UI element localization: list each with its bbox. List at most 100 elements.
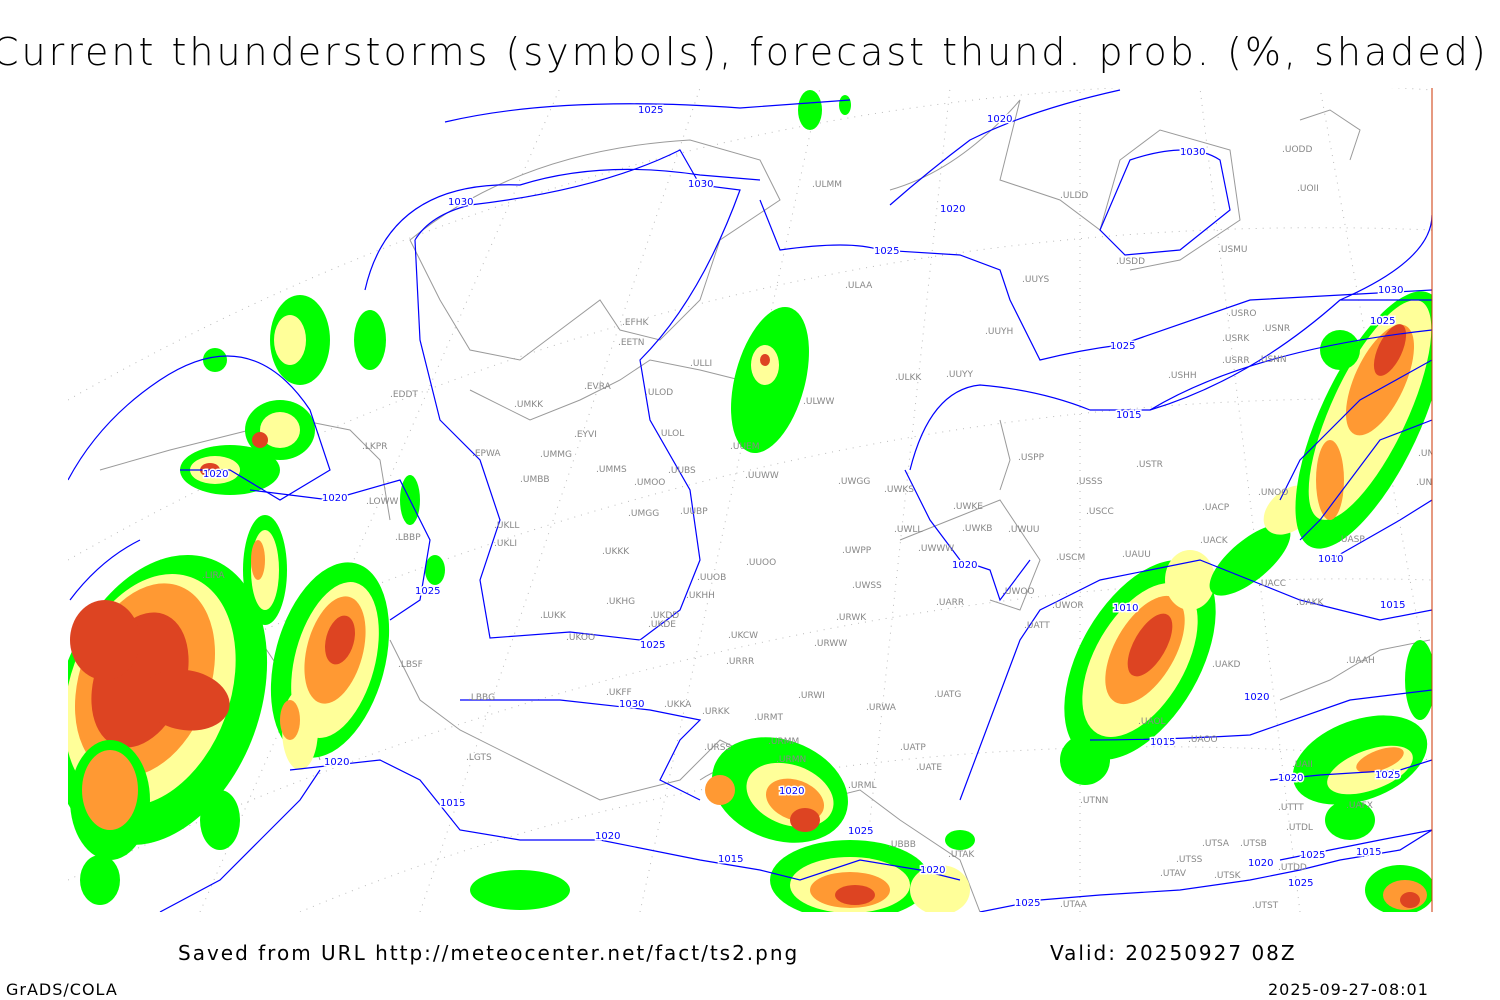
probability-area xyxy=(1060,735,1110,785)
station-label: .UMMG xyxy=(540,450,572,460)
isobar-label: 1030 xyxy=(688,179,713,190)
isobar-label: 1015 xyxy=(1150,737,1175,748)
station-label: .UMBB xyxy=(520,475,550,485)
station-label: .UUYS xyxy=(1022,275,1050,285)
station-label: .EYVI xyxy=(574,430,597,440)
station-label: .USDD xyxy=(1116,257,1145,267)
probability-area xyxy=(1209,524,1291,596)
probability-area xyxy=(274,315,306,365)
station-label: .USHH xyxy=(1168,371,1197,381)
isobar-label: 1020 xyxy=(987,114,1012,125)
station-label: .UUEM xyxy=(730,442,760,452)
station-label: .UMMS xyxy=(596,465,627,475)
station-label: .UTTT xyxy=(1278,803,1304,813)
station-label: .UATG xyxy=(934,690,961,700)
station-label: .UTDD xyxy=(1278,863,1307,873)
station-label: .ULAA xyxy=(845,281,873,291)
station-label: .UMOO xyxy=(634,478,665,488)
station-label: .UATT xyxy=(1024,621,1050,631)
station-label: .LBBP xyxy=(395,533,421,543)
station-label: .LOWW xyxy=(366,497,399,507)
isobar-label: 1020 xyxy=(940,204,965,215)
station-label: .URWK xyxy=(836,613,867,623)
isobar-label: 1020 xyxy=(324,757,349,768)
probability-area xyxy=(70,600,140,680)
probability-area xyxy=(251,540,265,580)
isobar-label: 1030 xyxy=(448,197,473,208)
station-label: .UMKK xyxy=(514,400,544,410)
station-label: .UACK xyxy=(1200,536,1229,546)
station-label: .LUKK xyxy=(540,611,567,621)
isobar-label: 1015 xyxy=(440,798,465,809)
isobar-label: 1020 xyxy=(920,865,945,876)
isobar-label: 1025 xyxy=(1300,850,1325,861)
station-label: .LBBG xyxy=(468,693,495,703)
station-label: .ULOL xyxy=(658,429,684,439)
station-label: .UWKB xyxy=(962,524,992,534)
station-label: .UKOO xyxy=(566,633,595,643)
probability-area xyxy=(203,348,227,372)
probability-area xyxy=(1373,324,1407,376)
station-label: .USRO xyxy=(1228,309,1257,319)
isobar-label: 1025 xyxy=(874,246,899,257)
probability-area xyxy=(1316,440,1344,520)
probability-area xyxy=(1127,613,1173,677)
probability-area xyxy=(760,354,770,366)
station-label: .UAOL xyxy=(1138,717,1166,727)
station-label: .UUWW xyxy=(745,471,779,481)
station-label: .UAOO xyxy=(1188,735,1218,745)
isobar-label: 1020 xyxy=(203,469,228,480)
station-label: .UTST xyxy=(1252,901,1279,911)
station-label: .UWKS xyxy=(884,485,914,495)
station-label: .UWUU xyxy=(1008,525,1040,535)
isobar-label: 1025 xyxy=(1288,878,1313,889)
station-label: .ULLI xyxy=(690,359,712,369)
station-label: .UACP xyxy=(1202,503,1230,513)
station-label: .UUYH xyxy=(985,327,1013,337)
station-label: .EVRA xyxy=(584,382,612,392)
probability-area xyxy=(280,700,300,740)
station-label: .UTAV xyxy=(1160,869,1187,879)
probability-area xyxy=(705,775,735,805)
isobar-label: 1020 xyxy=(595,831,620,842)
station-label: .LBSF xyxy=(398,660,423,670)
probability-area xyxy=(80,855,120,905)
isobar-label: 1015 xyxy=(1380,600,1405,611)
probability-area xyxy=(425,555,445,585)
station-label: .URWA xyxy=(866,703,897,713)
station-label: .UNOO xyxy=(1258,488,1288,498)
station-labels: .ULMM .ULDD .UODD .UOII .USDD .USMU .UUYS .ULAA… xyxy=(202,145,1445,911)
station-label: .UKHH xyxy=(686,591,715,601)
station-label: .USCC xyxy=(1086,507,1114,517)
station-label: .ULWW xyxy=(803,397,835,407)
isobar-label: 1015 xyxy=(718,854,743,865)
isobar-label: 1020 xyxy=(1244,692,1269,703)
probability-area xyxy=(1320,330,1360,370)
station-label: .UWPP xyxy=(842,546,872,556)
station-label: .UNBB xyxy=(1416,478,1445,488)
probability-area xyxy=(252,432,268,448)
station-label: .UTSB xyxy=(1240,839,1267,849)
isobar-label: 1025 xyxy=(638,105,663,116)
isobar-label: 1025 xyxy=(1110,341,1135,352)
station-label: .UTSA xyxy=(1202,839,1230,849)
station-label: .UTDL xyxy=(1286,823,1313,833)
station-label: .UAFX xyxy=(1346,801,1373,811)
station-label: .UAKD xyxy=(1212,660,1241,670)
station-label: .UMGG xyxy=(628,509,659,519)
station-label: .UKLL xyxy=(494,521,519,531)
station-label: .URWI xyxy=(798,691,825,701)
isobar-label: 1020 xyxy=(952,560,977,571)
station-label: .UWOO xyxy=(1002,587,1035,597)
station-label: .UATP xyxy=(900,743,926,753)
station-label: .USRR xyxy=(1222,356,1250,366)
station-label: .UKFF xyxy=(606,688,632,698)
software-credit: GrADS/COLA xyxy=(6,980,118,999)
probability-area xyxy=(1325,800,1375,840)
station-label: .URKK xyxy=(702,707,731,717)
isobars xyxy=(68,89,1432,912)
source-url: Saved from URL http://meteocenter.net/fa… xyxy=(178,941,800,965)
station-label: .UATE xyxy=(916,763,942,773)
isobar-label: 1030 xyxy=(1378,285,1403,296)
station-label: .ULKK xyxy=(895,373,922,383)
